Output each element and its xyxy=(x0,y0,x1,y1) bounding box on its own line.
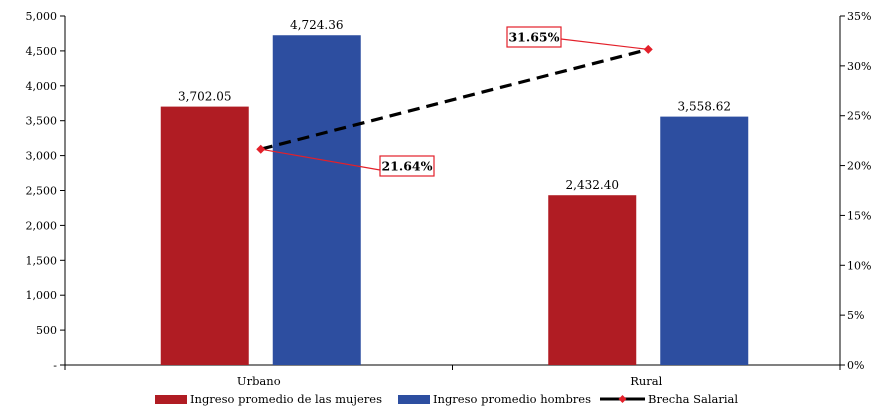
right-tick-label: 35% xyxy=(847,10,871,23)
right-tick-label: 30% xyxy=(847,60,871,73)
callout-leader xyxy=(560,38,649,51)
left-tick-label: 3,000 xyxy=(26,150,58,163)
left-tick-label: 1,500 xyxy=(26,254,58,267)
bar-data-label: 2,432.40 xyxy=(566,178,619,192)
callout-leader xyxy=(260,148,381,171)
right-tick-label: 15% xyxy=(847,209,871,222)
legend-label: Ingreso promedio hombres xyxy=(433,392,591,406)
bar xyxy=(272,35,361,365)
bar-data-label: 4,724.36 xyxy=(290,18,343,32)
left-tick-label: 2,500 xyxy=(26,185,58,198)
legend-label: Brecha Salarial xyxy=(648,392,738,406)
legend-swatch xyxy=(398,395,430,404)
bar xyxy=(660,116,749,365)
line-data-label: 31.65% xyxy=(508,30,559,45)
line-marker xyxy=(643,44,653,54)
right-tick-label: 20% xyxy=(847,160,871,173)
line-series xyxy=(260,47,649,151)
right-tick-label: 5% xyxy=(847,309,864,322)
left-tick-label: 2,000 xyxy=(26,219,58,232)
left-tick-label: 1,000 xyxy=(26,289,58,302)
bar-data-label: 3,558.62 xyxy=(678,100,731,114)
right-tick-label: 10% xyxy=(847,259,871,272)
right-tick-label: 25% xyxy=(847,110,871,123)
line-data-label: 21.64% xyxy=(381,159,432,174)
bar xyxy=(160,106,249,365)
callout-box xyxy=(506,26,562,48)
callout-box xyxy=(379,155,435,177)
left-tick-label: 3,500 xyxy=(26,115,58,128)
bar xyxy=(548,195,637,365)
left-tick-label: 4,500 xyxy=(26,45,58,58)
left-tick-label: 5,000 xyxy=(26,10,58,23)
legend-swatch xyxy=(155,395,187,404)
right-tick-label: 0% xyxy=(847,359,864,372)
line-marker xyxy=(256,144,266,154)
legend-marker xyxy=(618,395,627,403)
x-tick-label: Rural xyxy=(630,374,662,388)
left-tick-label: 500 xyxy=(36,324,57,337)
left-tick-label: 4,000 xyxy=(26,80,58,93)
left-tick-label: - xyxy=(53,359,57,372)
x-tick-label: Urbano xyxy=(237,374,281,388)
legend-label: Ingreso promedio de las mujeres xyxy=(190,392,382,406)
bar-data-label: 3,702.05 xyxy=(178,90,231,104)
